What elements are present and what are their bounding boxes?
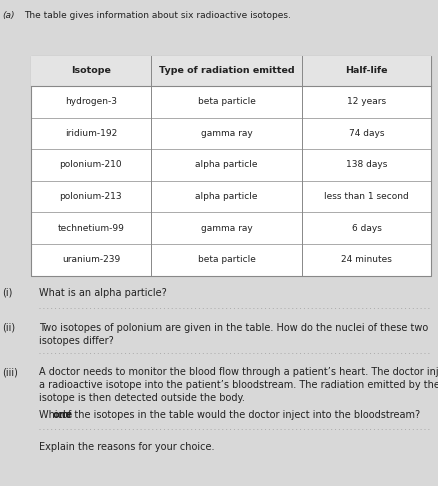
Text: beta particle: beta particle xyxy=(198,255,256,264)
Text: less than 1 second: less than 1 second xyxy=(325,192,409,201)
Text: 74 days: 74 days xyxy=(349,129,385,138)
Text: gamma ray: gamma ray xyxy=(201,224,253,233)
Text: Type of radiation emitted: Type of radiation emitted xyxy=(159,67,294,75)
Text: Two isotopes of polonium are given in the table. How do the nuclei of these two: Two isotopes of polonium are given in th… xyxy=(39,323,429,333)
Text: (i): (i) xyxy=(2,288,13,298)
Text: hydrogen-3: hydrogen-3 xyxy=(65,97,117,106)
Text: (a): (a) xyxy=(2,11,15,20)
Bar xyxy=(31,56,431,86)
Text: (iii): (iii) xyxy=(2,367,18,378)
Text: gamma ray: gamma ray xyxy=(201,129,253,138)
Bar xyxy=(31,56,431,276)
Text: one: one xyxy=(53,410,73,420)
Text: The table gives information about six radioactive isotopes.: The table gives information about six ra… xyxy=(24,11,291,20)
Text: uranium-239: uranium-239 xyxy=(62,255,120,264)
Text: isotopes differ?: isotopes differ? xyxy=(39,336,114,347)
Text: technetium-99: technetium-99 xyxy=(57,224,124,233)
Text: isotope is then detected outside the body.: isotope is then detected outside the bod… xyxy=(39,393,245,403)
Text: beta particle: beta particle xyxy=(198,97,256,106)
Text: iridium-192: iridium-192 xyxy=(65,129,117,138)
Text: a radioactive isotope into the patient’s bloodstream. The radiation emitted by t: a radioactive isotope into the patient’s… xyxy=(39,380,438,390)
Text: of the isotopes in the table would the doctor inject into the bloodstream?: of the isotopes in the table would the d… xyxy=(62,410,420,420)
Text: A doctor needs to monitor the blood flow through a patient’s heart. The doctor i: A doctor needs to monitor the blood flow… xyxy=(39,367,438,378)
Text: Half-life: Half-life xyxy=(346,67,388,75)
Text: 138 days: 138 days xyxy=(346,160,388,170)
Text: polonium-210: polonium-210 xyxy=(60,160,122,170)
Text: Which: Which xyxy=(39,410,73,420)
Text: Explain the reasons for your choice.: Explain the reasons for your choice. xyxy=(39,442,215,452)
Text: What is an alpha particle?: What is an alpha particle? xyxy=(39,288,167,298)
Text: 6 days: 6 days xyxy=(352,224,382,233)
Text: 24 minutes: 24 minutes xyxy=(341,255,392,264)
Text: polonium-213: polonium-213 xyxy=(60,192,122,201)
Text: alpha particle: alpha particle xyxy=(195,192,258,201)
Text: Isotope: Isotope xyxy=(71,67,111,75)
Text: alpha particle: alpha particle xyxy=(195,160,258,170)
Text: (ii): (ii) xyxy=(2,323,15,333)
Text: 12 years: 12 years xyxy=(347,97,386,106)
